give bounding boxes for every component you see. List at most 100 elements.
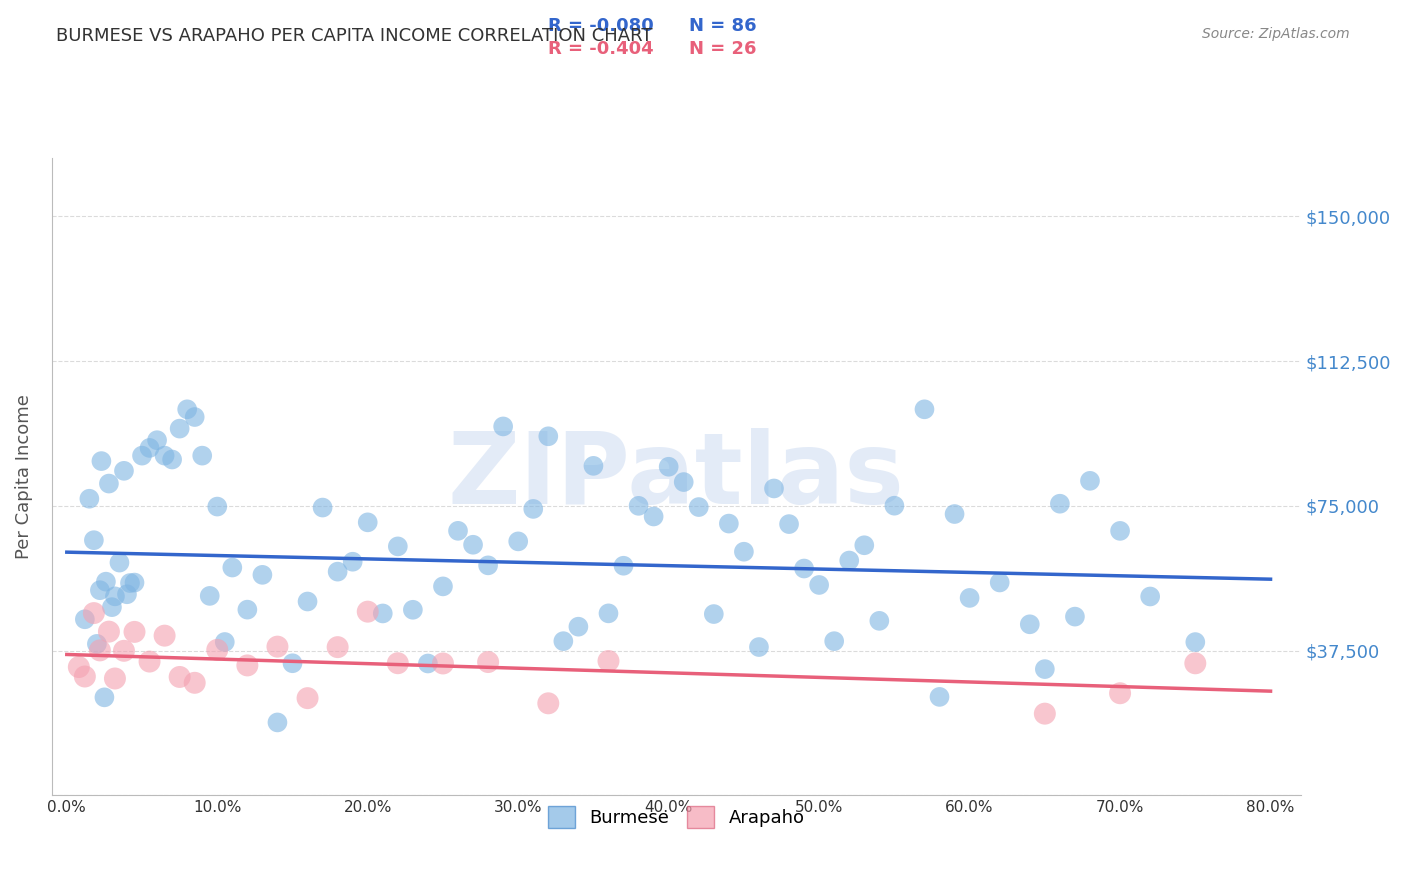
Burmese [658,459,681,474]
Burmese [112,464,135,478]
Burmese [160,452,183,467]
Burmese [371,607,394,621]
Burmese [883,499,905,513]
Burmese [1049,497,1071,511]
Burmese [416,657,439,671]
Burmese [402,603,425,617]
Burmese [762,482,785,496]
Burmese [101,600,124,615]
Burmese [191,449,214,463]
Burmese [522,502,544,516]
Burmese [1018,617,1040,632]
Burmese [281,657,304,671]
Burmese [221,560,243,574]
Burmese [508,534,530,549]
Burmese [326,565,349,579]
Burmese [703,607,725,621]
Burmese [73,612,96,626]
Burmese [612,558,634,573]
Burmese [236,602,259,616]
Arapaho [1109,686,1132,700]
Arapaho [357,605,380,619]
Burmese [108,556,131,570]
Text: ZIPatlas: ZIPatlas [447,428,904,525]
Arapaho [73,669,96,683]
Burmese [914,402,936,417]
Burmese [104,590,127,604]
Burmese [717,516,740,531]
Burmese [146,433,169,447]
Burmese [387,540,409,554]
Burmese [672,475,695,489]
Burmese [207,500,229,514]
Burmese [93,690,115,705]
Burmese [342,555,364,569]
Burmese [153,449,176,463]
Burmese [138,441,160,455]
Burmese [461,538,484,552]
Burmese [1109,524,1132,538]
Burmese [598,607,620,621]
Burmese [733,545,755,559]
Burmese [357,516,380,530]
Burmese [432,579,454,593]
Text: N = 86: N = 86 [689,17,756,35]
Burmese [537,429,560,443]
Arapaho [432,657,454,671]
Burmese [1184,635,1206,649]
Arapaho [236,658,259,673]
Burmese [176,402,198,417]
Legend: Burmese, Arapaho: Burmese, Arapaho [538,797,814,838]
Arapaho [67,660,90,674]
Burmese [988,575,1011,590]
Burmese [131,449,153,463]
Burmese [94,574,117,589]
Arapaho [387,657,409,671]
Arapaho [124,624,146,639]
Text: N = 26: N = 26 [689,39,756,57]
Arapaho [89,643,111,657]
Burmese [90,454,112,468]
Burmese [183,410,205,425]
Burmese [959,591,981,605]
Burmese [97,476,120,491]
Arapaho [97,624,120,639]
Burmese [115,587,138,601]
Burmese [79,491,101,506]
Burmese [124,575,146,590]
Burmese [643,509,665,524]
Text: BURMESE VS ARAPAHO PER CAPITA INCOME CORRELATION CHART: BURMESE VS ARAPAHO PER CAPITA INCOME COR… [56,27,652,45]
Burmese [1033,662,1056,676]
Burmese [567,620,589,634]
Burmese [214,635,236,649]
Burmese [297,594,319,608]
Burmese [688,500,710,514]
Burmese [492,419,515,434]
Burmese [808,578,831,592]
Burmese [1078,474,1101,488]
Text: R = -0.404: R = -0.404 [548,39,654,57]
Arapaho [1184,657,1206,671]
Burmese [89,583,111,598]
Arapaho [112,644,135,658]
Burmese [627,499,650,513]
Burmese [198,589,221,603]
Burmese [793,561,815,575]
Burmese [252,567,274,582]
Arapaho [297,691,319,706]
Burmese [1064,609,1087,624]
Arapaho [138,655,160,669]
Y-axis label: Per Capita Income: Per Capita Income [15,394,32,559]
Burmese [447,524,470,538]
Arapaho [104,672,127,686]
Arapaho [169,670,191,684]
Arapaho [207,643,229,657]
Arapaho [598,654,620,668]
Burmese [86,637,108,651]
Arapaho [183,675,205,690]
Burmese [169,422,191,436]
Arapaho [153,629,176,643]
Burmese [1139,590,1161,604]
Text: R = -0.080: R = -0.080 [548,17,654,35]
Burmese [853,538,876,552]
